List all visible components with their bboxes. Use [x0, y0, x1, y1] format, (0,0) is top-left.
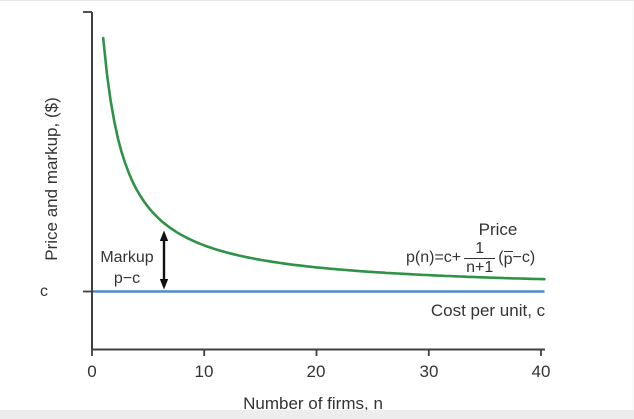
cost-line-label: Cost per unit, c — [430, 301, 546, 320]
markup-arrow — [159, 230, 169, 290]
markup-annotation: Markup p−c — [100, 247, 153, 289]
markup-arrow-head-up — [159, 230, 169, 241]
formula-tail: −c) — [512, 249, 536, 267]
markup-arrow-head-down — [159, 279, 169, 290]
x-tick-label-20: 20 — [306, 362, 326, 381]
markup-annotation-line1: Markup — [100, 249, 154, 266]
formula-lhs: p(n)=c+ — [406, 249, 462, 267]
formula-fraction: 1 n+1 — [464, 240, 496, 277]
x-tick-label-30: 30 — [419, 362, 439, 381]
x-axis-title: Number of firms, n — [243, 394, 383, 413]
price-formula: p(n)=c+ 1 n+1 ( p −c) — [406, 240, 536, 277]
formula-open-paren: ( — [498, 249, 504, 267]
formula-denominator: n+1 — [464, 257, 496, 276]
price-curve-label: Price — [478, 220, 518, 239]
formula-p-bar: p — [503, 250, 513, 268]
x-tick-label-40: 40 — [531, 362, 551, 381]
formula-numerator: 1 — [475, 240, 485, 257]
price-curve — [101, 36, 546, 281]
page-edge-bottom — [0, 410, 634, 419]
page-edge-right — [632, 1, 634, 419]
c-axis-label: c — [40, 283, 48, 300]
markup-annotation-line2: p−c — [113, 270, 141, 287]
x-tick-label-0: 0 — [87, 362, 97, 381]
x-tick-label-10: 10 — [194, 362, 214, 381]
y-axis-title: Price and markup, ($) — [42, 97, 61, 261]
